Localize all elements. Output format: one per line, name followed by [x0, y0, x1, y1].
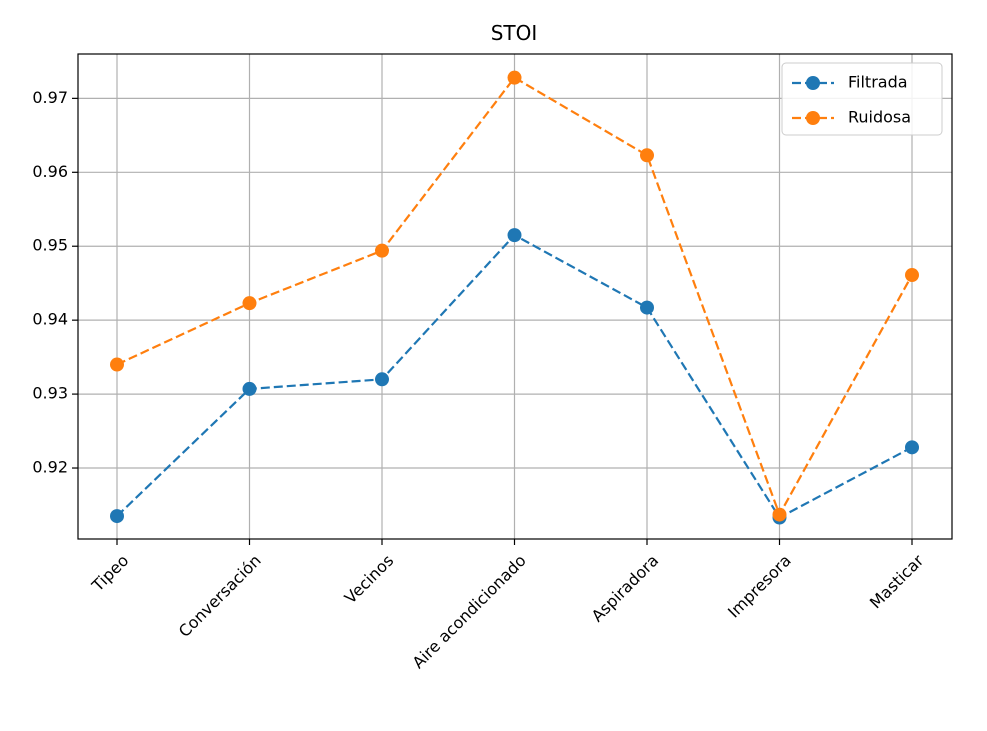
legend: Filtrada Ruidosa	[781, 62, 943, 136]
data-point	[242, 296, 257, 311]
legend-label: Filtrada	[848, 73, 908, 92]
data-point	[507, 70, 522, 85]
data-point	[375, 372, 389, 387]
data-point	[110, 357, 124, 372]
data-point	[640, 300, 654, 315]
legend-marker	[806, 76, 820, 90]
y-tick-label: 0.95	[32, 236, 68, 255]
series-ruidosa	[110, 70, 919, 522]
data-point	[507, 228, 522, 243]
y-tick-label: 0.92	[32, 458, 68, 477]
data-point	[772, 507, 787, 522]
data-point	[905, 268, 919, 283]
data-point	[375, 243, 389, 258]
y-tick-label: 0.97	[32, 88, 68, 107]
y-tick-label: 0.94	[32, 310, 68, 329]
chart-title: STOI	[491, 21, 538, 45]
data-point	[905, 440, 919, 455]
y-axis: 0.92 0.93 0.94 0.95 0.96 0.97	[32, 88, 78, 477]
data-point	[110, 509, 124, 524]
legend-label: Ruidosa	[848, 108, 911, 127]
y-tick-label: 0.93	[32, 384, 68, 403]
data-point	[242, 381, 257, 396]
y-tick-label: 0.96	[32, 162, 68, 181]
data-point	[640, 148, 654, 163]
legend-marker	[806, 111, 820, 125]
series-layer	[110, 70, 919, 525]
